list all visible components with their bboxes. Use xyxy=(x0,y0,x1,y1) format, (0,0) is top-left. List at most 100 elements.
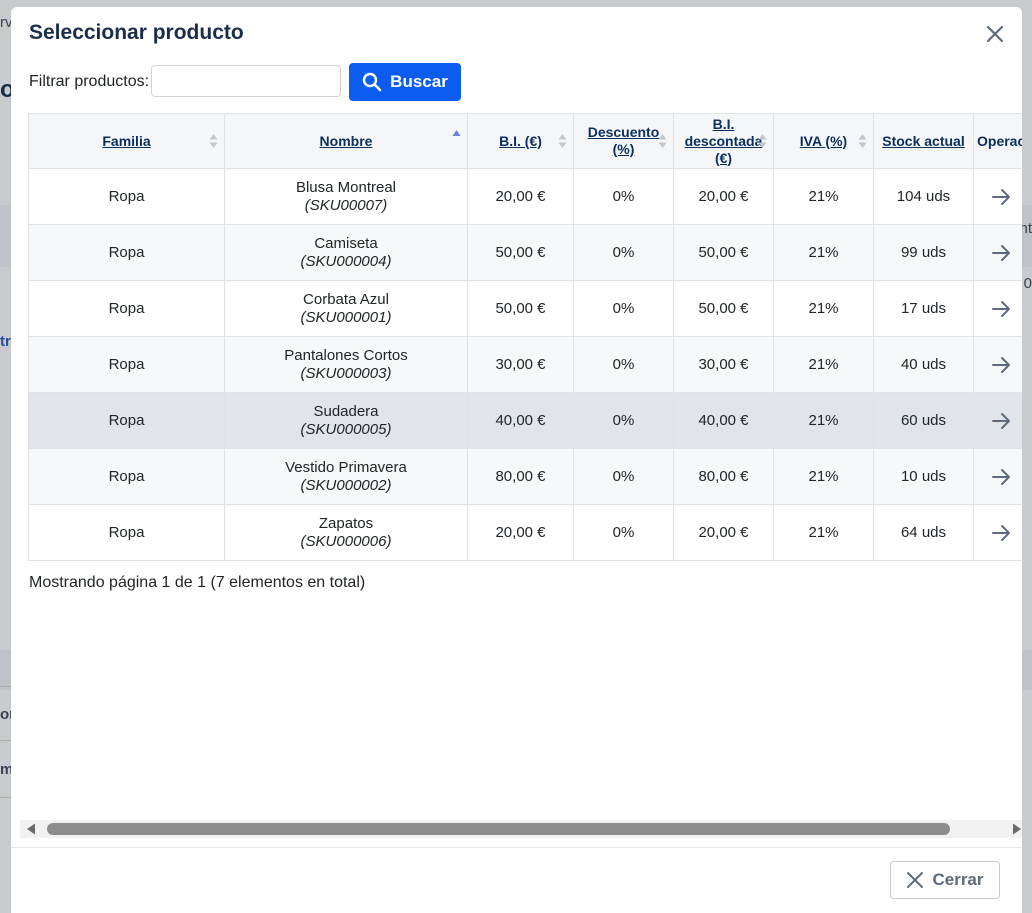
sort-ascending-icon xyxy=(452,130,461,136)
cell-nombre: Sudadera (SKU000005) xyxy=(224,392,468,449)
filter-input[interactable] xyxy=(151,65,341,97)
cell-bi: 50,00 € xyxy=(467,224,574,281)
cell-bi-descontada: 20,00 € xyxy=(673,504,774,561)
product-name: Camiseta xyxy=(314,234,378,252)
close-icon xyxy=(907,872,924,888)
column-header-bi-descontada[interactable]: B.I. descontada (€) xyxy=(673,113,774,169)
scrollbar-thumb[interactable] xyxy=(47,823,950,835)
select-product-action[interactable] xyxy=(973,224,1022,281)
cell-descuento: 0% xyxy=(573,168,674,225)
column-header-iva[interactable]: IVA (%) xyxy=(773,113,874,169)
column-header-descuento[interactable]: Descuento (%) xyxy=(573,113,674,169)
cell-iva: 21% xyxy=(773,168,874,225)
cell-familia: Ropa xyxy=(28,448,225,505)
cell-bi-descontada: 80,00 € xyxy=(673,448,774,505)
arrow-right-icon xyxy=(992,188,1010,205)
select-product-action[interactable] xyxy=(973,504,1022,561)
search-button-label: Buscar xyxy=(390,72,448,91)
cell-bi-descontada: 40,00 € xyxy=(673,392,774,449)
cell-familia: Ropa xyxy=(28,392,225,449)
scroll-right-icon[interactable] xyxy=(1010,822,1022,836)
cell-nombre: Zapatos (SKU000006) xyxy=(224,504,468,561)
table-row[interactable]: Ropa Sudadera (SKU000005) 40,00 €0% 40,00 €2… xyxy=(28,392,1022,449)
column-header-familia[interactable]: Familia xyxy=(28,113,225,169)
cell-bi-descontada: 50,00 € xyxy=(673,224,774,281)
cell-iva: 21% xyxy=(773,280,874,337)
cell-familia: Ropa xyxy=(28,280,225,337)
table-row[interactable]: Ropa Pantalones Cortos (SKU000003) 30,00 €0… xyxy=(28,336,1022,393)
column-header-label: Operac xyxy=(977,132,1022,149)
arrow-right-icon xyxy=(992,356,1010,373)
column-header-bi[interactable]: B.I. (€) xyxy=(467,113,574,169)
arrow-right-icon xyxy=(992,524,1010,541)
product-name: Sudadera xyxy=(313,402,379,420)
cell-bi: 40,00 € xyxy=(467,392,574,449)
cell-iva: 21% xyxy=(773,504,874,561)
column-header-stock[interactable]: Stock actual xyxy=(873,113,974,169)
product-sku: (SKU000003) xyxy=(300,364,392,382)
table-row[interactable]: Ropa Corbata Azul (SKU000001) 50,00 €0% 50,0… xyxy=(28,280,1022,337)
cell-stock: 64 uds xyxy=(873,504,974,561)
product-sku: (SKU000002) xyxy=(300,476,392,494)
search-button[interactable]: Buscar xyxy=(349,63,461,101)
product-sku: (SKU000001) xyxy=(300,308,392,326)
search-icon xyxy=(362,72,382,92)
table-header-row: Familia Nombre B.I. (€) Descuento (%) xyxy=(28,113,1022,169)
table-row[interactable]: Ropa Blusa Montreal (SKU00007) 20,00 €0% 20,… xyxy=(28,168,1022,225)
sort-icon xyxy=(858,134,867,148)
background-divider xyxy=(0,686,12,687)
background-text: m xyxy=(0,761,14,778)
horizontal-scrollbar[interactable] xyxy=(20,820,1022,838)
background-text: 0 xyxy=(1023,275,1032,292)
product-name: Corbata Azul xyxy=(303,290,389,308)
pagination-info: Mostrando página 1 de 1 (7 elementos en … xyxy=(29,574,366,591)
cell-stock: 10 uds xyxy=(873,448,974,505)
column-header-label: Nombre xyxy=(319,132,373,149)
product-sku: (SKU00007) xyxy=(304,196,388,214)
filter-label: Filtrar productos: xyxy=(29,73,150,90)
table-row[interactable]: Ropa Zapatos (SKU000006) 20,00 €0% 20,00 €21… xyxy=(28,504,1022,561)
product-name: Zapatos xyxy=(318,514,374,532)
sort-icon xyxy=(558,134,567,148)
scroll-left-icon[interactable] xyxy=(24,822,38,836)
cell-nombre: Pantalones Cortos (SKU000003) xyxy=(224,336,468,393)
cell-stock: 99 uds xyxy=(873,224,974,281)
product-sku: (SKU000006) xyxy=(300,532,392,550)
cell-nombre: Blusa Montreal (SKU00007) xyxy=(224,168,468,225)
column-header-label: Descuento (%) xyxy=(587,124,660,157)
close-button[interactable]: Cerrar xyxy=(890,861,1000,899)
cell-bi: 20,00 € xyxy=(467,504,574,561)
cell-familia: Ropa xyxy=(28,504,225,561)
cell-familia: Ropa xyxy=(28,224,225,281)
cell-bi: 20,00 € xyxy=(467,168,574,225)
arrow-right-icon xyxy=(992,412,1010,429)
select-product-modal: Seleccionar producto Filtrar productos: … xyxy=(11,7,1022,913)
cell-nombre: Vestido Primavera (SKU000002) xyxy=(224,448,468,505)
cell-bi-descontada: 30,00 € xyxy=(673,336,774,393)
select-product-action[interactable] xyxy=(973,336,1022,393)
column-header-operaciones: Operac xyxy=(973,113,1022,169)
cell-descuento: 0% xyxy=(573,224,674,281)
cell-stock: 60 uds xyxy=(873,392,974,449)
table-row[interactable]: Ropa Camiseta (SKU000004) 50,00 €0% 50,00 €2… xyxy=(28,224,1022,281)
cell-iva: 21% xyxy=(773,336,874,393)
arrow-right-icon xyxy=(992,244,1010,261)
cell-bi-descontada: 50,00 € xyxy=(673,280,774,337)
cell-nombre: Camiseta (SKU000004) xyxy=(224,224,468,281)
column-header-label: B.I. descontada (€) xyxy=(684,115,763,166)
cell-iva: 21% xyxy=(773,392,874,449)
table-row[interactable]: Ropa Vestido Primavera (SKU000002) 80,00 €0… xyxy=(28,448,1022,505)
column-header-nombre[interactable]: Nombre xyxy=(224,113,468,169)
products-table: Familia Nombre B.I. (€) Descuento (%) xyxy=(28,113,1022,561)
close-icon[interactable] xyxy=(984,23,1006,45)
sort-icon xyxy=(209,134,218,148)
select-product-action[interactable] xyxy=(973,168,1022,225)
column-header-label: B.I. (€) xyxy=(499,132,542,149)
select-product-action[interactable] xyxy=(973,392,1022,449)
select-product-action[interactable] xyxy=(973,280,1022,337)
select-product-action[interactable] xyxy=(973,448,1022,505)
product-sku: (SKU000004) xyxy=(300,252,392,270)
product-name: Pantalones Cortos xyxy=(284,346,408,364)
modal-footer-divider xyxy=(11,847,1022,848)
cell-descuento: 0% xyxy=(573,448,674,505)
